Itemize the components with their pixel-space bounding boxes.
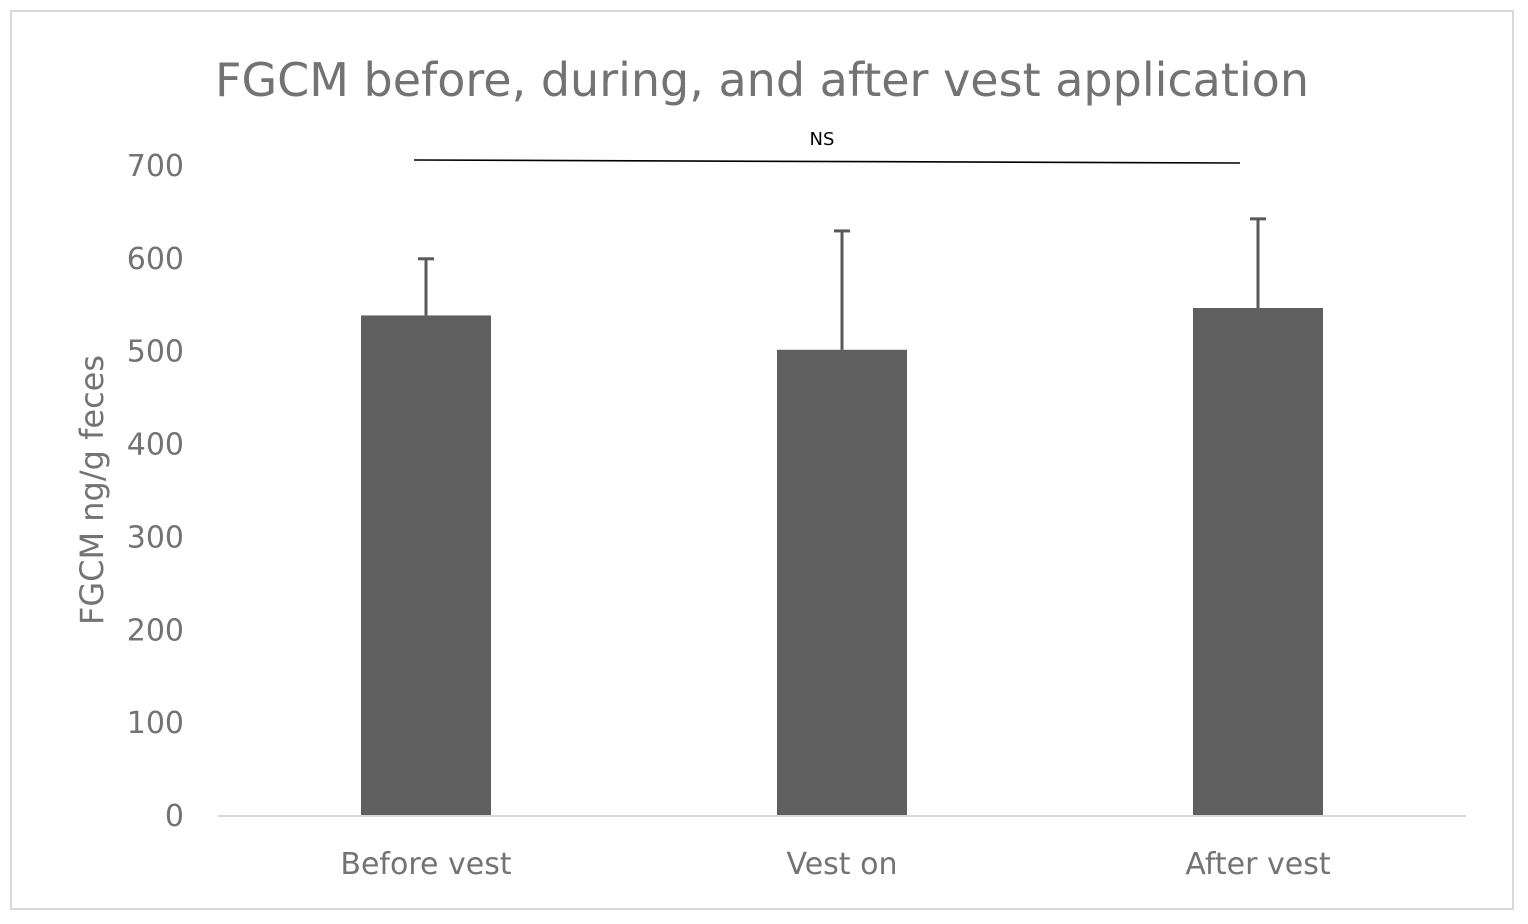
- y-tick-label: 600: [127, 242, 184, 277]
- y-tick-label: 700: [127, 149, 184, 184]
- bar: [777, 349, 907, 815]
- y-tick-label: 200: [127, 613, 184, 648]
- error-bars-group: [418, 217, 1266, 350]
- bar: [1193, 308, 1323, 815]
- y-tick-label: 300: [127, 520, 184, 555]
- chart-title: FGCM before, during, and after vest appl…: [215, 53, 1309, 107]
- y-tick-label: 100: [127, 706, 184, 741]
- significance-line: [413, 159, 1241, 164]
- y-tick-label: 500: [127, 335, 184, 370]
- y-tick-label: 400: [127, 428, 184, 463]
- significance-annotation: NS: [413, 129, 1241, 164]
- y-axis-label: FGCM ng/g feces: [73, 355, 111, 625]
- x-tick-label: After vest: [1185, 847, 1330, 882]
- significance-label: NS: [810, 129, 835, 150]
- bars-group: [361, 308, 1323, 815]
- bar: [361, 315, 491, 815]
- x-tick-label: Vest on: [787, 847, 898, 882]
- x-axis-labels: Before vest Vest on After vest: [340, 847, 1330, 882]
- y-tick-label: 0: [165, 799, 184, 834]
- y-axis-ticks: 0 100 200 300 400 500 600 700: [127, 149, 184, 834]
- x-tick-label: Before vest: [340, 847, 511, 882]
